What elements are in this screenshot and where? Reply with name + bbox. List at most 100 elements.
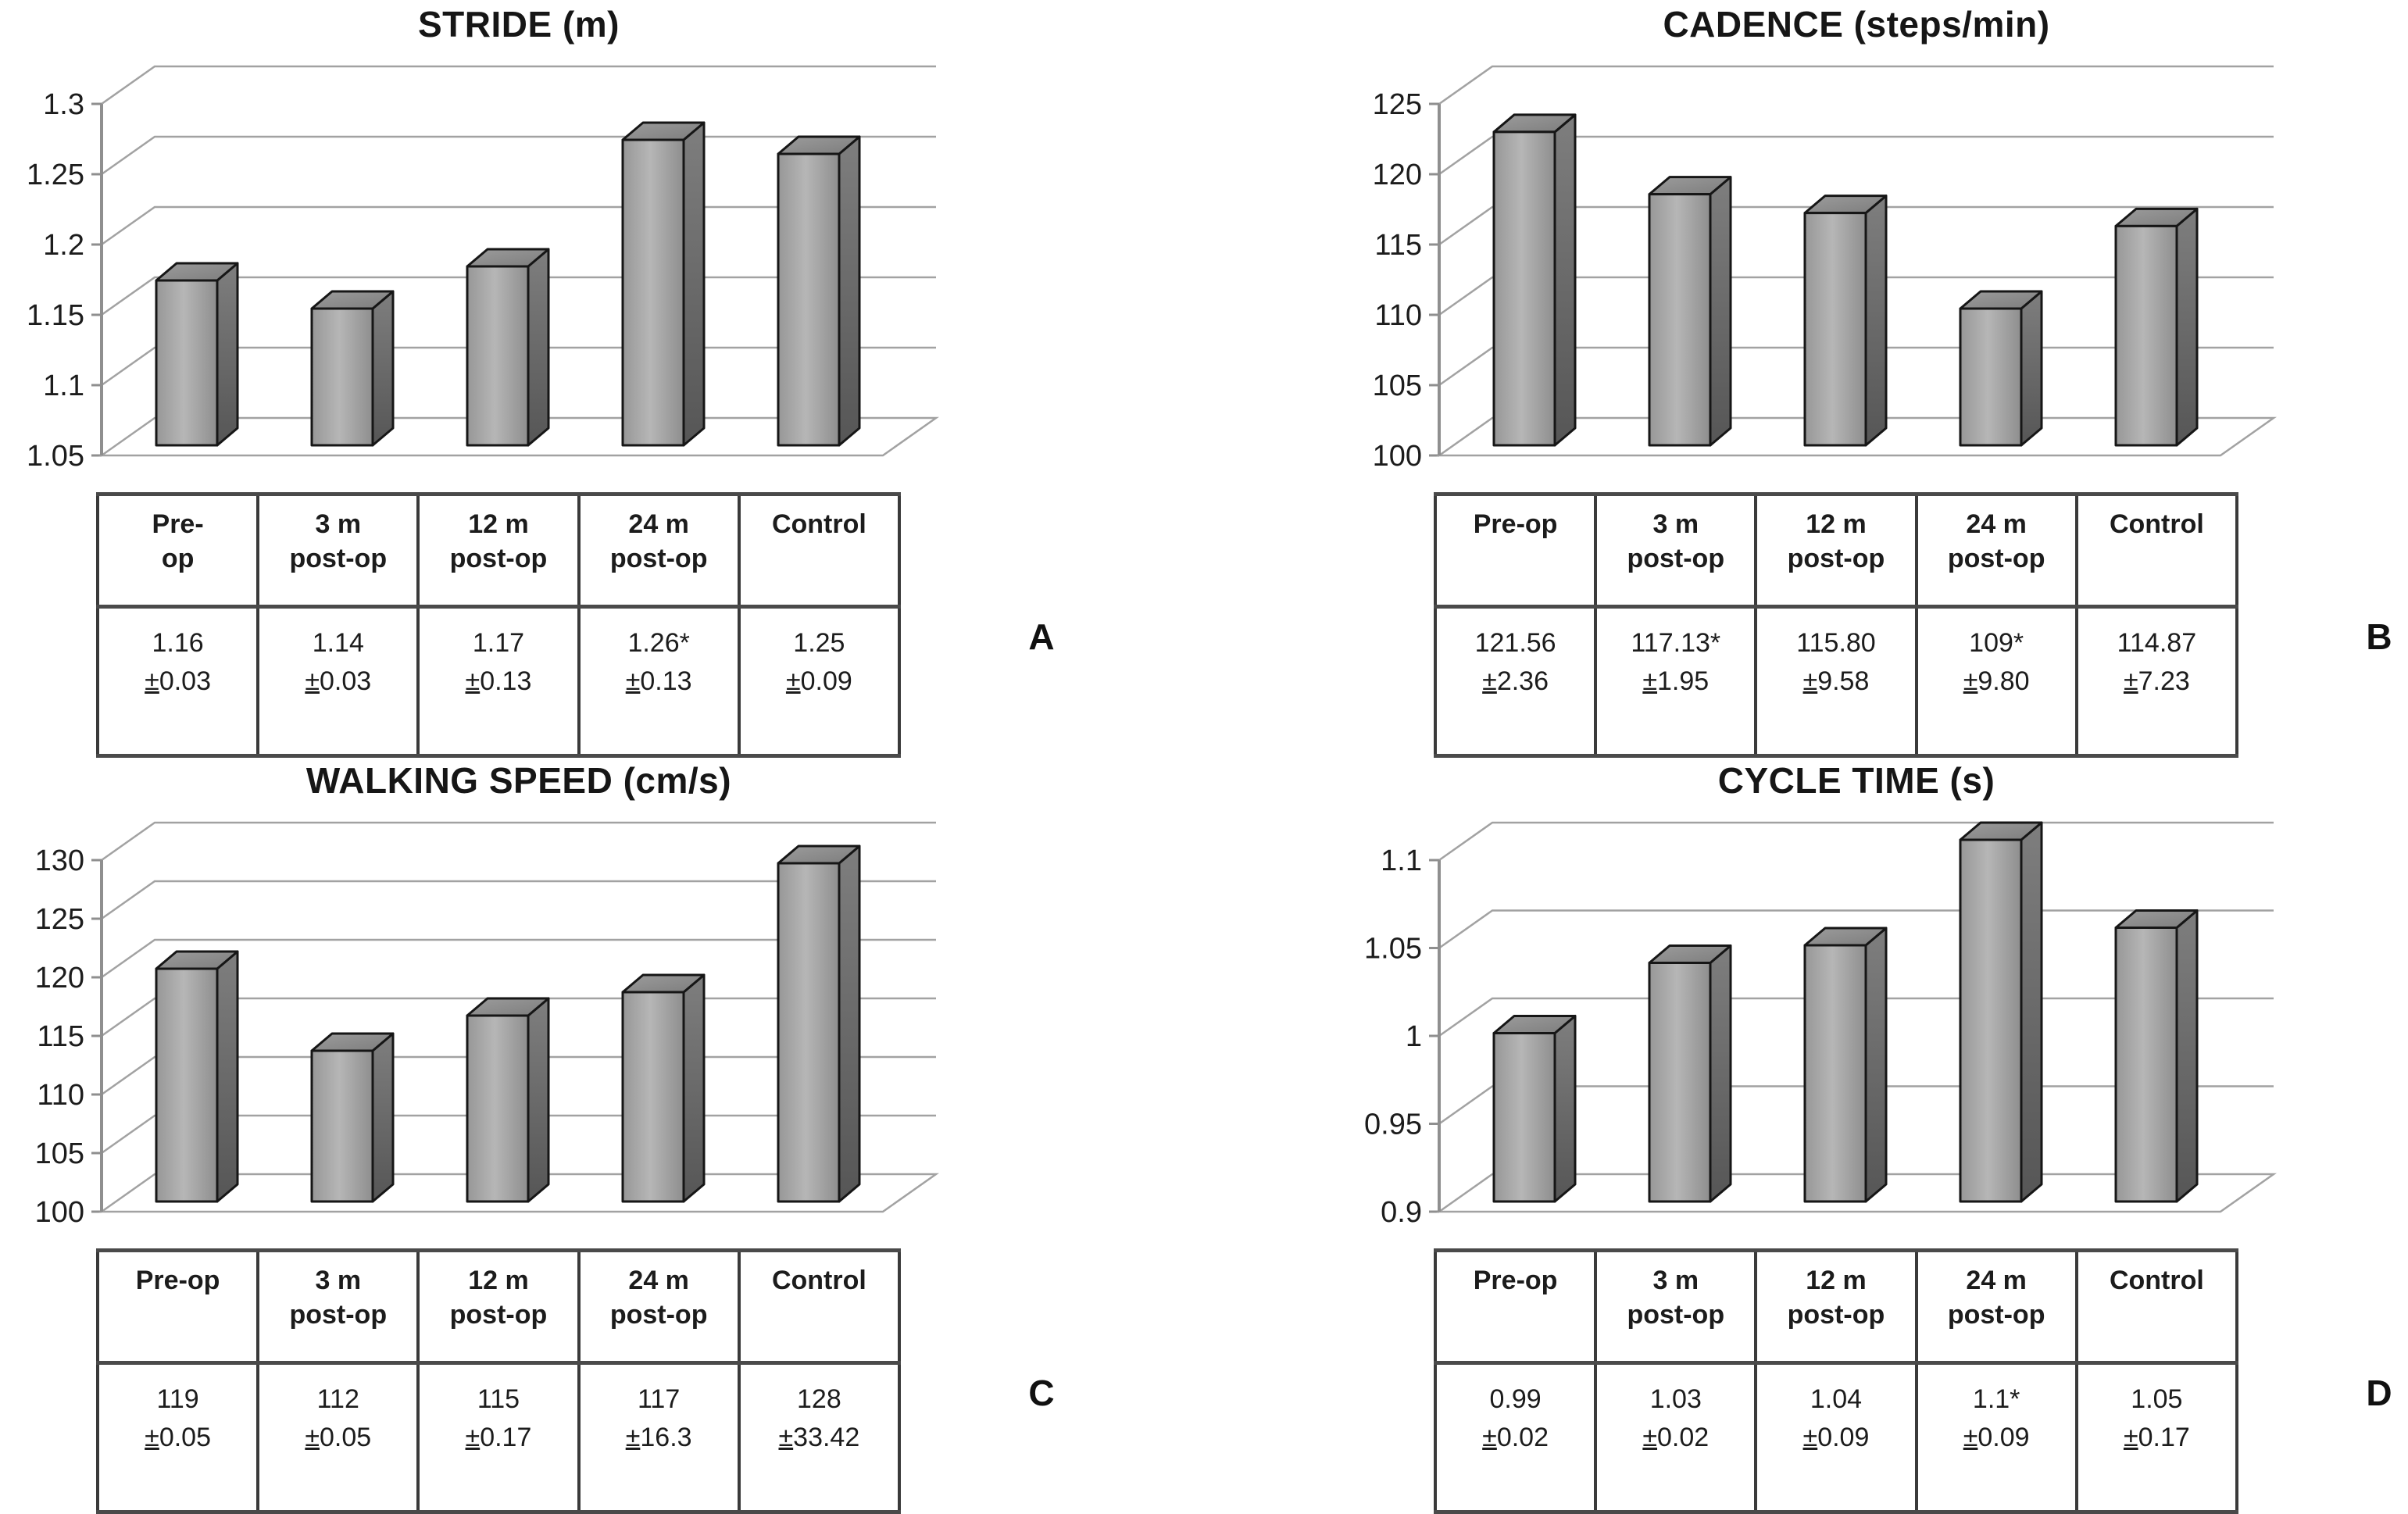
y-axis-tick-label: 0.9: [1381, 1196, 1422, 1229]
table-header-cell: 12 m post-op: [416, 492, 581, 609]
table-value-cell: 119 ±0.05: [95, 1362, 260, 1514]
bar-3d: [466, 997, 550, 1203]
sd-value: ±2.36: [1482, 666, 1549, 697]
y-axis-tick-label: 1.05: [27, 440, 84, 473]
table-value-cell: 0.99 ±0.02: [1433, 1362, 1598, 1514]
bar-3d: [1959, 290, 2043, 447]
mean-value: 1.14: [312, 628, 364, 658]
bar-3d: [155, 950, 239, 1203]
mean-value: 117.13*: [1631, 628, 1721, 658]
bar-3d: [1803, 195, 1888, 447]
sd-value: ±0.02: [1642, 1423, 1710, 1453]
bar-3d: [777, 135, 861, 447]
mean-value: 117: [638, 1384, 681, 1414]
sd-value: ±9.80: [1963, 666, 2030, 697]
table-header-cell: Control: [737, 492, 902, 609]
bar-3d: [621, 121, 706, 447]
bar-chart-3d: 1.3 1.25 1.2 1.15 1.1 1.05: [27, 65, 939, 473]
chart-canvas-walking-speed: 130 125 120 115 110 105 100: [0, 756, 977, 1241]
y-axis-tick-label: 110: [37, 1079, 84, 1112]
y-axis-tick-label: 105: [1373, 370, 1422, 402]
bar-3d: [310, 1032, 395, 1203]
table-header-cell: Control: [737, 1248, 902, 1365]
mean-value: 112: [316, 1384, 359, 1414]
sd-value: ±0.09: [785, 666, 852, 697]
y-axis-tick-label: 110: [1374, 299, 1422, 332]
table-value-cell: 1.16 ±0.03: [95, 606, 260, 758]
bar-3d: [2114, 909, 2199, 1203]
sd-value: ±0.13: [465, 666, 532, 697]
mean-value: 115: [477, 1384, 520, 1414]
y-axis-tick-label: 130: [35, 844, 84, 877]
table-header-cell: Pre-op: [1433, 1248, 1598, 1365]
y-axis-tick-label: 120: [35, 962, 84, 994]
y-axis-tick-label: 125: [35, 903, 84, 936]
bar-3d: [310, 290, 395, 447]
sd-value: ±0.02: [1482, 1423, 1549, 1453]
data-table-walking-speed: Pre-op 3 m post-op 12 m post-op 24 m post-op Co…: [95, 1248, 902, 1514]
table-value-row: 1.16 ±0.03 1.14 ±0.03 1.17 ±0.13 1.26* ±0.13 1.2…: [95, 606, 902, 758]
y-axis-tick-label: 1.15: [27, 299, 84, 332]
table-value-cell: 1.05 ±0.17: [2074, 1362, 2239, 1514]
chart-title-walking-speed: WALKING SPEED (cm/s): [305, 760, 732, 801]
bar-3d: [1492, 113, 1577, 447]
bar-3d: [155, 262, 239, 447]
sd-value: ±0.03: [145, 666, 212, 697]
table-value-row: 0.99 ±0.02 1.03 ±0.02 1.04 ±0.09 1.1* ±0.09 1.05…: [1433, 1362, 2239, 1514]
table-header-cell: Pre-op: [95, 492, 260, 609]
y-axis-tick-label: 115: [1374, 229, 1422, 262]
bar-chart-3d: 130 125 120 115 110 105 100: [35, 821, 939, 1229]
mean-value: 1.25: [793, 628, 845, 658]
data-table-stride: Pre-op 3 m post-op 12 m post-op 24 m post-op Co…: [95, 492, 902, 758]
mean-value: 1.1*: [1972, 1384, 2020, 1414]
data-table-cycle-time: Pre-op 3 m post-op 12 m post-op 24 m post-op Co…: [1433, 1248, 2239, 1514]
bar-3d: [2114, 207, 2199, 447]
bar-3d: [1803, 927, 1888, 1203]
y-axis-tick-label: 1.2: [43, 229, 84, 262]
table-value-cell: 121.56 ±2.36: [1433, 606, 1598, 758]
table-value-cell: 1.1* ±0.09: [1914, 1362, 2078, 1514]
panel-letter-c: C: [1028, 1373, 1055, 1413]
panel-letter-b: B: [2366, 616, 2392, 657]
chart-canvas-stride: 1.3 1.25 1.2 1.15 1.1 1.05: [0, 0, 977, 484]
mean-value: 128: [797, 1384, 841, 1414]
table-value-cell: 109* ±9.80: [1914, 606, 2078, 758]
chart-title-stride: STRIDE (m): [418, 4, 620, 45]
sd-value: ±0.03: [305, 666, 372, 697]
y-axis-tick-label: 105: [35, 1137, 84, 1170]
sd-value: ±0.13: [625, 666, 692, 697]
bar-chart-3d: 125 120 115 110 105 100: [1373, 65, 2277, 473]
table-value-cell: 114.87 ±7.23: [2074, 606, 2239, 758]
sd-value: ±1.95: [1642, 666, 1710, 697]
data-table-cadence: Pre-op 3 m post-op 12 m post-op 24 m post-op Co…: [1433, 492, 2239, 758]
table-header-row: Pre-op 3 m post-op 12 m post-op 24 m post-op Co…: [1433, 1248, 2239, 1365]
panel-stride: STRIDE (m) 1.3 1.25 1.2 1.15 1.1 1.05: [0, 0, 1070, 758]
table-header-cell: 24 m post-op: [577, 492, 741, 609]
table-header-cell: Control: [2074, 492, 2239, 609]
bar-chart-3d: 1.1 1.05 1 0.95 0.9: [1364, 821, 2277, 1229]
table-value-cell: 117 ±16.3: [577, 1362, 741, 1514]
sd-value: ±33.42: [778, 1423, 860, 1453]
table-header-cell: 12 m post-op: [1754, 492, 1918, 609]
table-header-cell: Pre-op: [95, 1248, 260, 1365]
table-header-row: Pre-op 3 m post-op 12 m post-op 24 m post-op Co…: [95, 492, 902, 609]
bar-3d: [1648, 944, 1732, 1203]
table-header-cell: 24 m post-op: [1914, 1248, 2078, 1365]
bar-3d: [466, 248, 550, 447]
panel-letter-a: A: [1028, 616, 1055, 657]
sd-value: ±0.05: [145, 1423, 212, 1453]
table-value-row: 121.56 ±2.36 117.13* ±1.95 115.80 ±9.58 109* ±9…: [1433, 606, 2239, 758]
y-axis-tick-label: 0.95: [1364, 1109, 1422, 1141]
table-value-cell: 1.14 ±0.03: [256, 606, 420, 758]
y-axis-tick-label: 100: [1373, 440, 1422, 473]
y-axis-tick-label: 1.05: [1364, 933, 1422, 966]
table-header-cell: 12 m post-op: [1754, 1248, 1918, 1365]
mean-value: 119: [156, 1384, 199, 1414]
table-value-cell: 117.13* ±1.95: [1594, 606, 1758, 758]
chart-title-cycle-time: CYCLE TIME (s): [1717, 760, 1995, 801]
y-axis-tick-label: 1.1: [1381, 844, 1422, 877]
panel-cadence: CADENCE (steps/min) 125 120 115 110 105 100: [1338, 0, 2408, 758]
y-axis-tick-label: 120: [1373, 159, 1422, 191]
table-value-cell: 115 ±0.17: [416, 1362, 581, 1514]
y-axis-tick-label: 1: [1406, 1020, 1422, 1053]
